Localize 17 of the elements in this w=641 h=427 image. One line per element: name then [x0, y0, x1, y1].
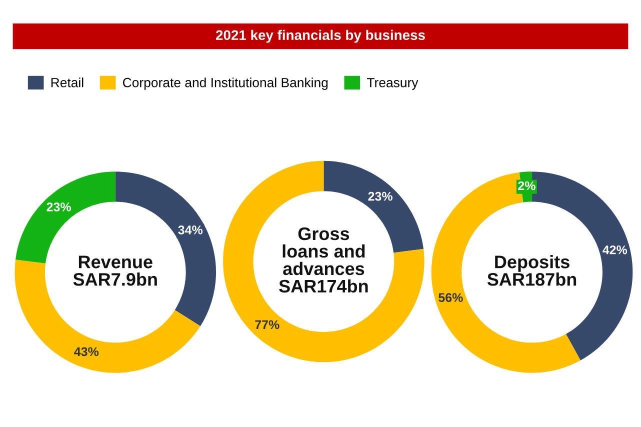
data-label: 77% [255, 320, 280, 330]
data-label: 56% [438, 293, 463, 302]
text: Revenue SAR7.9bn [73, 256, 157, 286]
donut-slice [431, 172, 581, 373]
data-label: 2% [518, 181, 536, 190]
data-label: 23% [46, 202, 71, 212]
text: Gross loans and advances SAR174bn [279, 227, 368, 293]
donut-slice [223, 160, 424, 362]
data-label: 23% [368, 192, 392, 201]
legend-label: Corporate and Institutional Banking [122, 78, 328, 90]
chart-title: 2021 key financials by business [216, 30, 425, 43]
data-label: 34% [178, 226, 203, 234]
data-label: 42% [602, 245, 628, 254]
data-label: 43% [74, 347, 99, 356]
legend-label: Treasury [366, 78, 418, 90]
text: Deposits SAR187bn [487, 255, 576, 286]
legend-label: Retail [51, 78, 84, 88]
